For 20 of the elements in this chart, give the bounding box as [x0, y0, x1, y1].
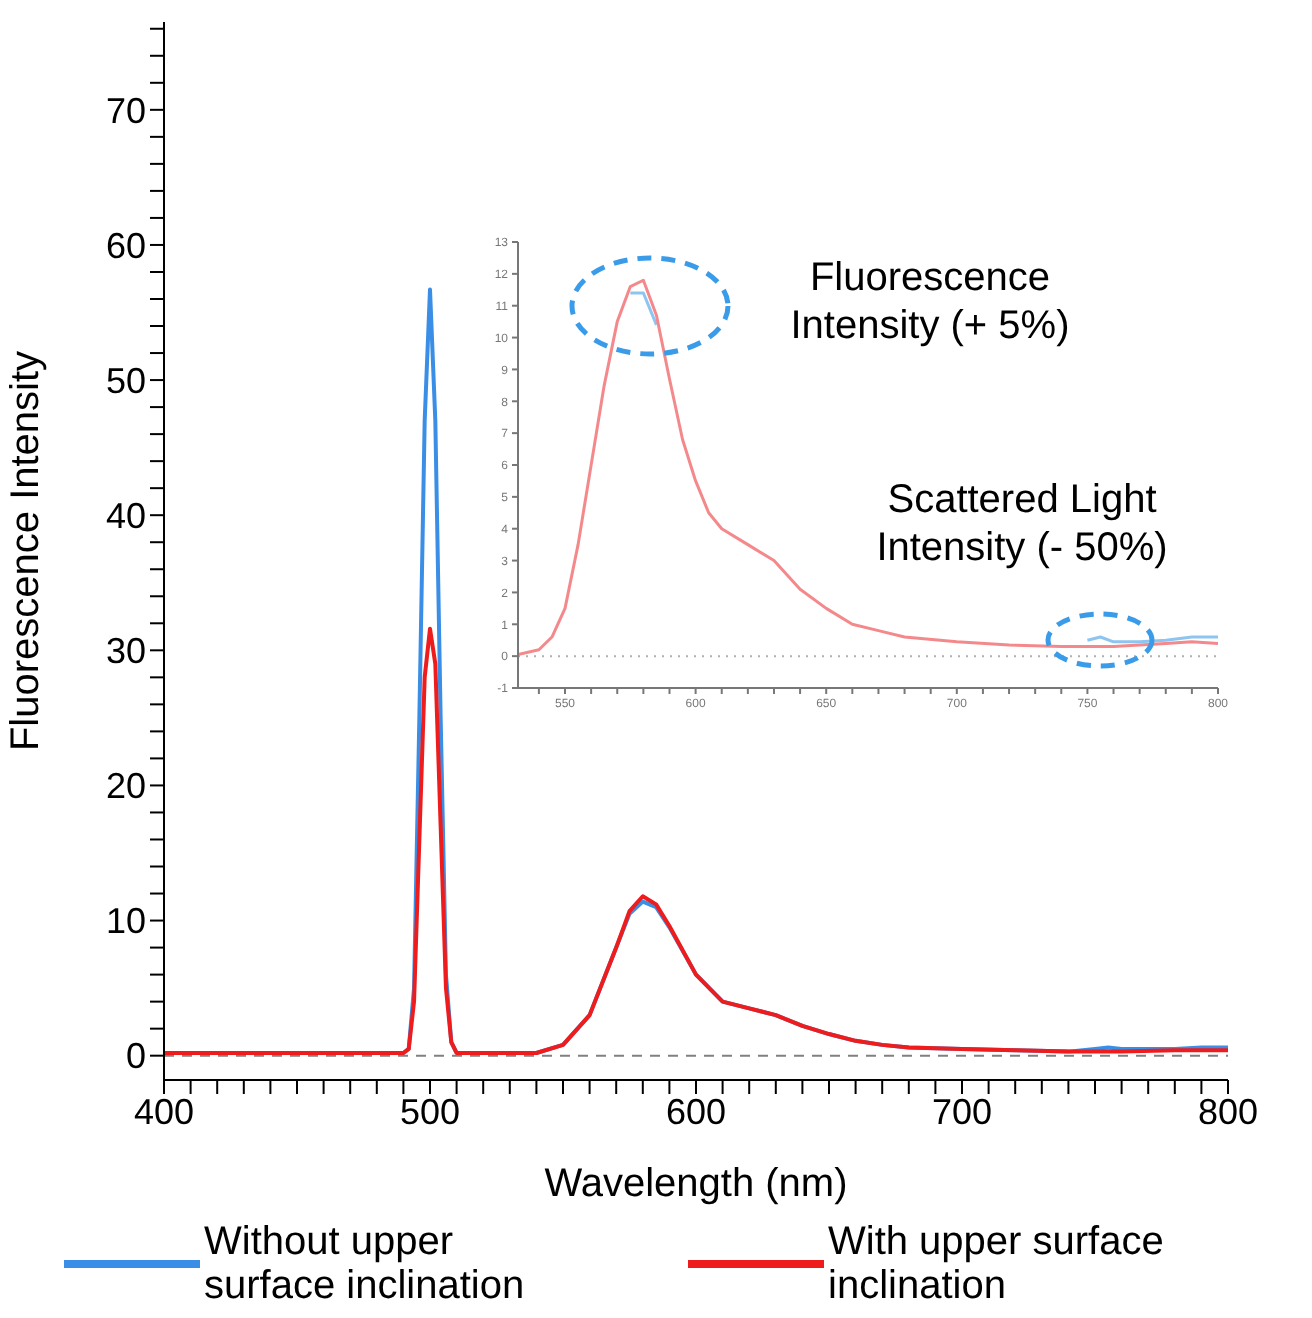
legend-label: Without upper surface inclination — [204, 1220, 527, 1308]
y-tick-label: 40 — [105, 495, 146, 536]
y-tick-label: 70 — [105, 90, 146, 131]
y-tick-label: 20 — [105, 766, 146, 807]
y-tick-label: 30 — [105, 631, 146, 672]
x-tick-label: 600 — [665, 1091, 727, 1132]
x-tick-label: 500 — [399, 1091, 461, 1132]
x-axis-title: Wavelength (nm) — [544, 1162, 848, 1206]
legend-label: With upper surface inclination — [828, 1220, 1166, 1308]
annotation: Scattered Light Intensity (- 50%) — [876, 478, 1168, 570]
y-axis-title: Fluorescence Intensity — [4, 350, 49, 752]
x-tick-label: 800 — [1197, 1091, 1259, 1132]
y-tick-label: 50 — [105, 360, 146, 401]
line-series — [164, 626, 1228, 1055]
y-tick-label: 60 — [105, 225, 146, 266]
y-tick-label: 10 — [105, 901, 146, 942]
annotation: Fluorescence Intensity (+ 5%) — [790, 256, 1070, 348]
x-tick-label: 400 — [133, 1091, 195, 1132]
y-tick-label: 0 — [125, 1036, 146, 1077]
x-tick-label: 700 — [931, 1091, 993, 1132]
